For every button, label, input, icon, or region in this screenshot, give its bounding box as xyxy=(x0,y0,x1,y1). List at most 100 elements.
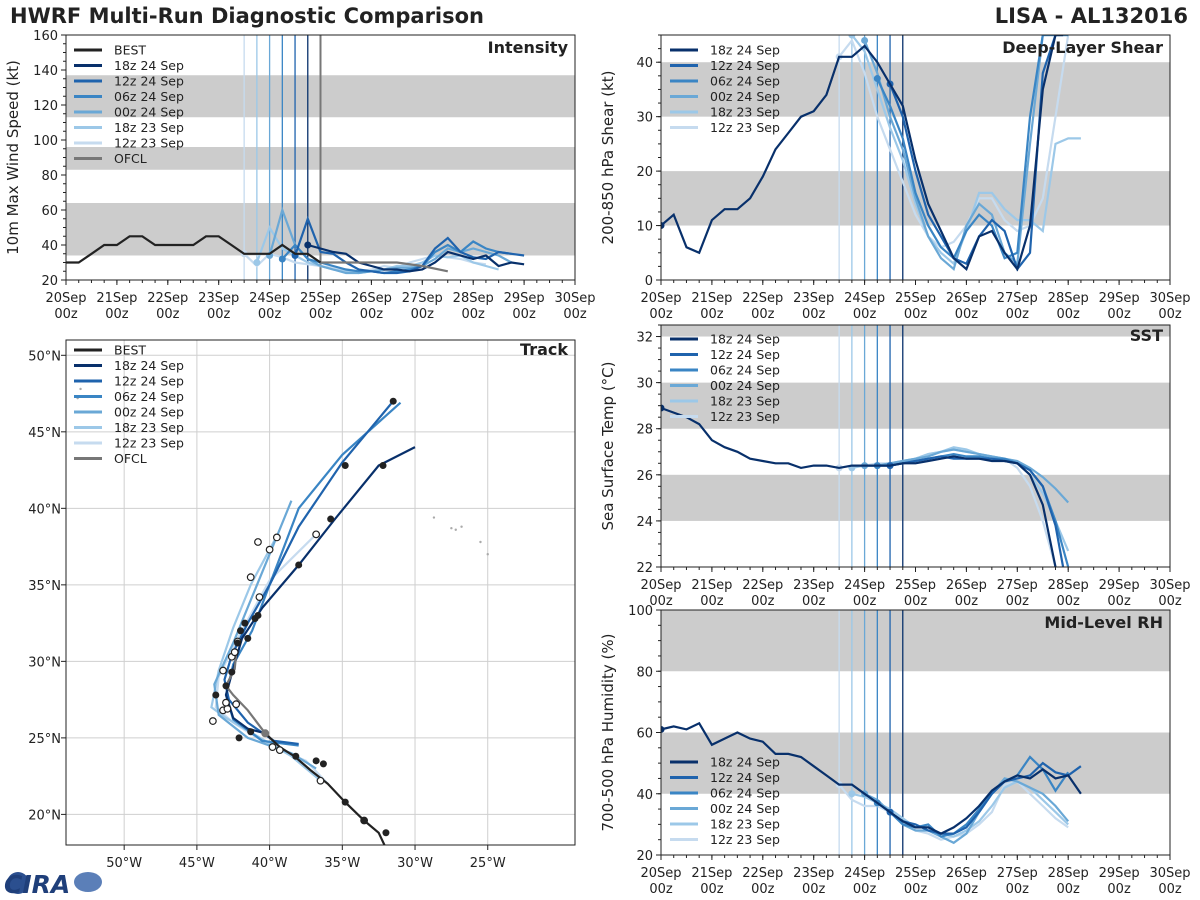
y-tick-label: 40 xyxy=(41,239,58,254)
series-line xyxy=(661,721,1082,835)
filled-position-marker xyxy=(319,760,327,768)
x-tick-label: 21Sep xyxy=(96,291,137,306)
y-tick-label: 28 xyxy=(636,423,653,438)
y-tick-label: 120 xyxy=(33,99,58,114)
legend-label: 12z 24 Sep xyxy=(710,770,780,785)
x-tick-label: 28Sep xyxy=(1048,291,1089,306)
cira-logo-globe xyxy=(7,872,29,894)
x-tick-label: 28Sep xyxy=(453,291,494,306)
open-position-marker xyxy=(223,704,232,713)
x-tick-label: 25Sep xyxy=(300,291,341,306)
x-tick-label: 29Sep xyxy=(1099,866,1140,881)
filled-position-marker xyxy=(341,798,349,806)
x-tick-hour: 00z xyxy=(1107,594,1131,609)
open-position-marker xyxy=(230,648,239,657)
panel-title: SST xyxy=(1130,326,1163,345)
y-axis-label: Sea Surface Temp (°C) xyxy=(599,361,617,530)
y-tick-label: 80 xyxy=(41,169,58,184)
x-tick-label: 21Sep xyxy=(691,291,732,306)
shaded-band xyxy=(661,474,1170,521)
filled-position-marker xyxy=(254,611,262,619)
x-tick-hour: 00z xyxy=(955,594,979,609)
x-tick-hour: 00z xyxy=(258,307,282,322)
legend-label: 06z 24 Sep xyxy=(710,786,780,801)
x-tick-hour: 00z xyxy=(751,594,775,609)
x-tick-hour: 00z xyxy=(904,594,928,609)
track-line xyxy=(213,500,317,770)
track-line xyxy=(223,400,395,746)
open-position-marker xyxy=(268,743,277,751)
land-speck xyxy=(432,516,436,519)
x-tick-label: 27Sep xyxy=(997,866,1038,881)
init-marker xyxy=(848,35,856,39)
filled-position-marker xyxy=(327,515,335,523)
series-line xyxy=(876,755,1070,838)
y-tick-label: 60 xyxy=(636,727,653,742)
shaded-band xyxy=(661,732,1170,794)
y-tick-label: 40 xyxy=(636,788,653,803)
y-tick-label: 140 xyxy=(33,64,58,79)
x-tick-label: 23Sep xyxy=(793,291,834,306)
x-tick-label: 20Sep xyxy=(45,291,86,306)
open-position-marker xyxy=(272,533,281,542)
shaded-band xyxy=(661,382,1170,429)
legend-label: 12z 23 Sep xyxy=(710,409,780,424)
x-tick-label: 24Sep xyxy=(249,291,290,306)
init-marker xyxy=(661,222,665,230)
x-tick-hour: 00z xyxy=(1107,307,1131,322)
panel-title: Track xyxy=(520,340,568,359)
x-tick-label: 22Sep xyxy=(147,291,188,306)
x-tick-label: 22Sep xyxy=(742,578,783,593)
x-tick-label: 30Sep xyxy=(1149,578,1190,593)
x-tick-hour: 00z xyxy=(853,594,877,609)
legend-label: BEST xyxy=(114,343,146,358)
x-tick-label: 26Sep xyxy=(351,291,392,306)
open-position-marker xyxy=(316,776,325,785)
x-tick-hour: 00z xyxy=(1158,307,1182,322)
y-tick-label: 10 xyxy=(636,220,653,235)
x-tick-label: 20Sep xyxy=(640,866,681,881)
series-line xyxy=(66,235,322,264)
x-tick-label: 20Sep xyxy=(640,291,681,306)
y-tick-label: 25°N xyxy=(28,732,61,747)
track-line xyxy=(264,732,386,845)
legend-label: OFCL xyxy=(114,151,147,166)
y-tick-label: 26 xyxy=(636,469,653,484)
x-tick-hour: 00z xyxy=(309,307,333,322)
filled-position-marker xyxy=(312,757,320,765)
x-tick-label: 30°W xyxy=(397,856,433,871)
y-tick-label: 160 xyxy=(33,29,58,44)
x-tick-label: 29Sep xyxy=(1099,578,1140,593)
y-tick-label: 100 xyxy=(628,604,653,619)
open-position-marker xyxy=(222,698,230,707)
shaded-band xyxy=(661,325,1170,337)
legend-label: 18z 23 Sep xyxy=(710,817,780,832)
cira-logo-text: CIRA xyxy=(4,870,70,899)
open-position-marker xyxy=(254,538,262,546)
figure-title: HWRF Multi-Run Diagnostic Comparison xyxy=(10,4,485,28)
legend-label: 12z 23 Sep xyxy=(114,436,184,451)
y-tick-label: 24 xyxy=(636,515,653,530)
x-tick-label: 27Sep xyxy=(997,291,1038,306)
open-position-marker xyxy=(265,545,274,554)
shaded-band xyxy=(661,610,1170,672)
x-tick-hour: 00z xyxy=(1057,307,1081,322)
filled-position-marker xyxy=(228,668,236,676)
x-tick-hour: 00z xyxy=(853,307,877,322)
legend-label: 18z 24 Sep xyxy=(710,332,780,347)
legend-label: 06z 24 Sep xyxy=(710,363,780,378)
series-line xyxy=(320,261,449,273)
sst-panel: 22242628303220Sep00z21Sep00z22Sep00z23Se… xyxy=(599,324,1191,609)
open-position-marker xyxy=(275,746,284,755)
init-marker xyxy=(304,241,312,249)
x-tick-label: 40°W xyxy=(252,856,288,871)
y-tick-label: 45°N xyxy=(28,426,61,441)
legend-label: 18z 23 Sep xyxy=(114,420,184,435)
x-tick-hour: 00z xyxy=(955,882,979,897)
current-position-marker xyxy=(261,729,270,738)
y-tick-label: 20 xyxy=(636,849,653,864)
y-axis-label: 200-850 hPa Shear (kt) xyxy=(599,71,617,245)
filled-position-marker xyxy=(222,682,230,690)
legend-label: 00z 24 Sep xyxy=(114,105,184,120)
